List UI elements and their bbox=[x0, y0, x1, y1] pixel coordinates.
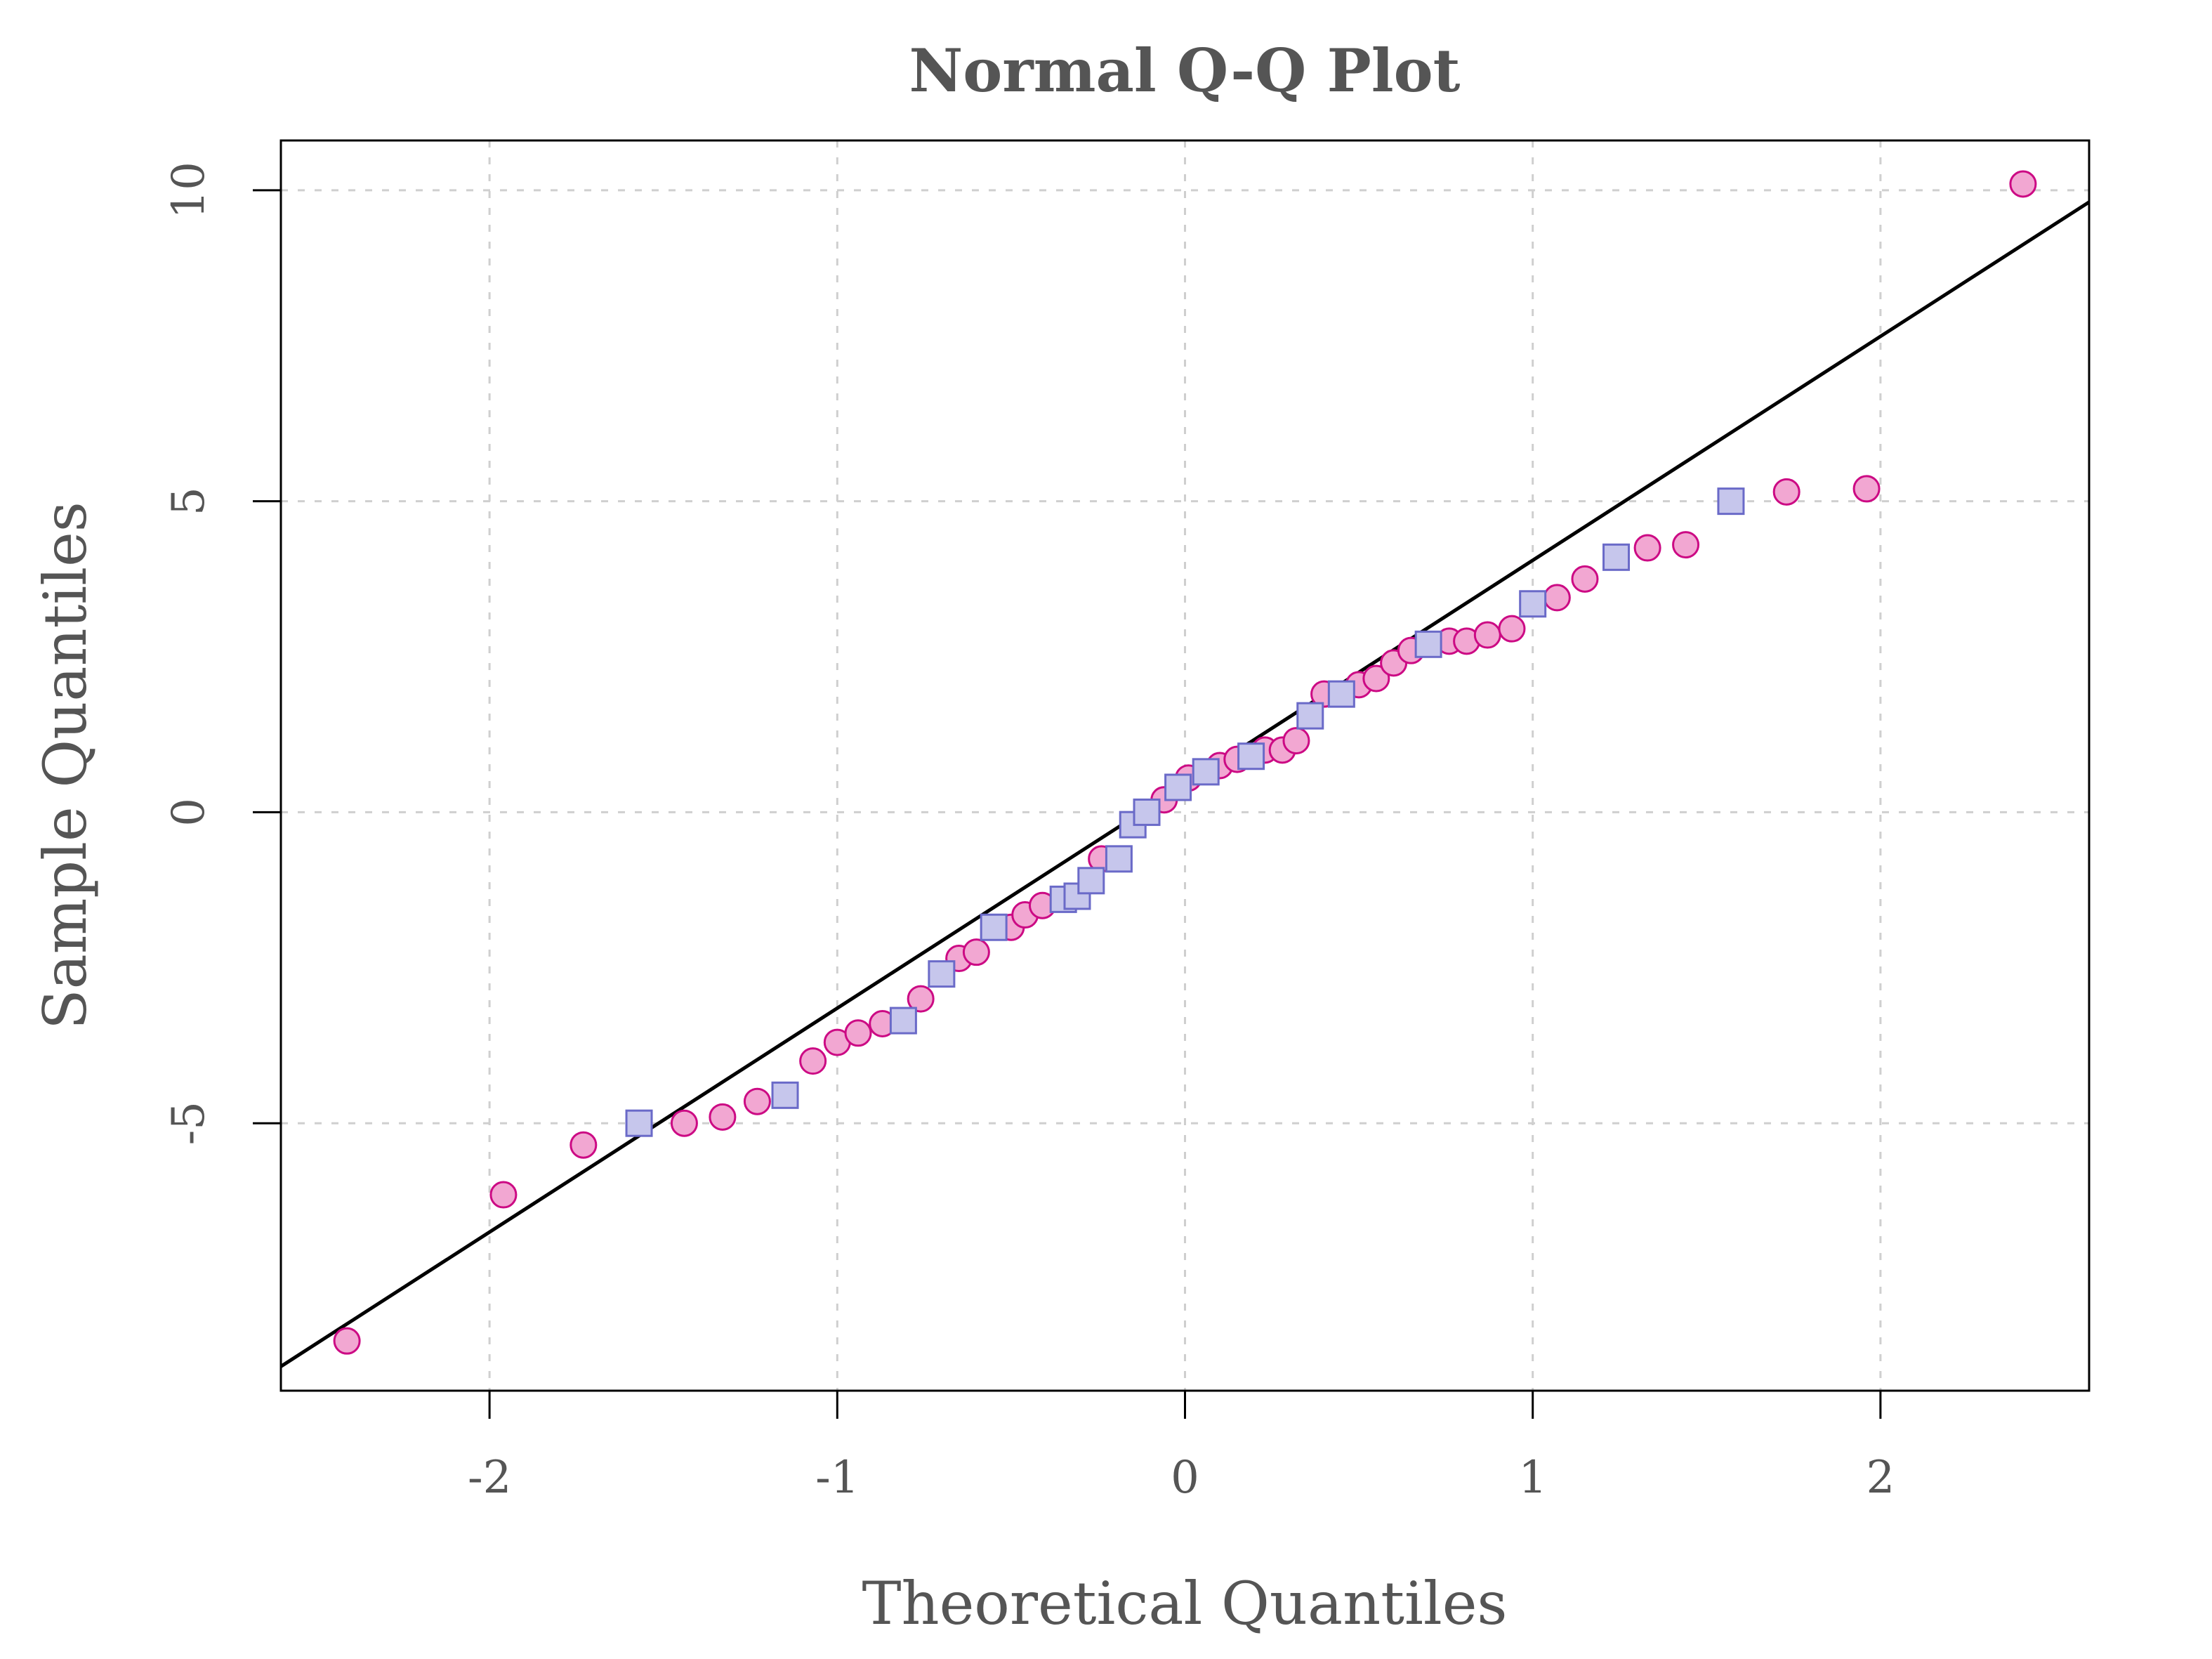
data-point-circle bbox=[570, 1131, 598, 1159]
data-point-square bbox=[1602, 543, 1631, 571]
data-points bbox=[333, 170, 2037, 1355]
x-tick-label: -2 bbox=[468, 1452, 511, 1504]
data-point-square bbox=[1237, 742, 1265, 771]
data-point-square bbox=[1414, 630, 1442, 658]
data-point-square bbox=[889, 1006, 917, 1035]
data-point-circle bbox=[1282, 727, 1310, 755]
data-point-square bbox=[1077, 867, 1105, 895]
data-point-circle bbox=[799, 1047, 827, 1075]
data-point-circle bbox=[670, 1109, 698, 1137]
x-tick-label: 1 bbox=[1518, 1452, 1547, 1504]
y-tick-label: 0 bbox=[163, 798, 215, 827]
data-point-circle bbox=[1772, 478, 1800, 506]
y-tick-label: -5 bbox=[163, 1101, 215, 1145]
y-axis-title: Sample Quantiles bbox=[31, 501, 100, 1030]
data-point-circle bbox=[1571, 565, 1599, 593]
data-point-circle bbox=[907, 985, 935, 1013]
data-point-square bbox=[1327, 680, 1355, 708]
data-point-circle bbox=[2009, 170, 2037, 198]
data-point-circle bbox=[1498, 615, 1526, 643]
data-point-square bbox=[1717, 487, 1745, 516]
data-point-circle bbox=[1852, 475, 1881, 503]
data-point-square bbox=[1296, 702, 1324, 730]
data-point-circle bbox=[489, 1181, 518, 1209]
axis-ticks: -2 -1 0 1 2 -5 0 5 10 bbox=[163, 162, 1895, 1504]
data-point-circle bbox=[333, 1327, 361, 1355]
data-point-square bbox=[1164, 773, 1192, 801]
data-point-square bbox=[771, 1081, 799, 1109]
data-point-square bbox=[1133, 798, 1161, 826]
data-point-square bbox=[1105, 845, 1133, 873]
data-point-square bbox=[625, 1109, 653, 1137]
data-point-circle bbox=[962, 938, 990, 966]
data-point-circle bbox=[1362, 664, 1390, 693]
data-point-square bbox=[928, 960, 956, 988]
data-point-circle bbox=[1672, 531, 1700, 559]
y-tick-label: 5 bbox=[163, 487, 215, 516]
data-point-circle bbox=[709, 1103, 737, 1131]
data-point-circle bbox=[1633, 534, 1661, 562]
y-tick-label: 10 bbox=[163, 162, 215, 218]
chart-title: Normal Q-Q Plot bbox=[909, 36, 1461, 105]
x-tick-label: 0 bbox=[1171, 1452, 1199, 1504]
data-point-circle bbox=[844, 1019, 872, 1047]
data-point-circle bbox=[743, 1087, 771, 1115]
data-point-square bbox=[1519, 590, 1547, 618]
x-tick-label: -1 bbox=[815, 1452, 859, 1504]
data-point-square bbox=[1192, 758, 1220, 786]
data-point-circle bbox=[1473, 621, 1501, 649]
data-point-circle bbox=[1543, 584, 1571, 612]
data-point-square bbox=[980, 913, 1008, 941]
x-tick-label: 2 bbox=[1867, 1452, 1895, 1504]
x-axis-title: Theoretical Quantiles bbox=[862, 1569, 1507, 1638]
